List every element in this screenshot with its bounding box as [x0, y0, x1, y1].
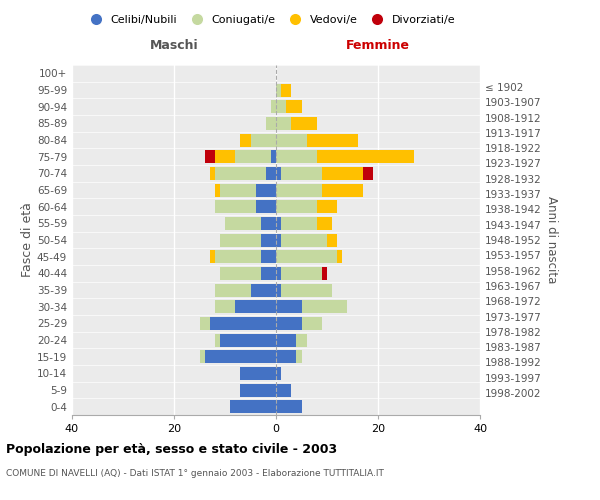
Bar	[302, 317, 322, 330]
Bar	[235, 150, 271, 163]
Bar	[276, 100, 286, 113]
Bar	[281, 84, 292, 96]
Bar	[220, 184, 256, 196]
Bar	[220, 334, 276, 346]
Bar	[276, 284, 281, 296]
Bar	[266, 167, 276, 180]
Bar	[281, 217, 317, 230]
Bar	[276, 184, 322, 196]
Bar	[296, 334, 307, 346]
Bar	[220, 267, 260, 280]
Bar	[276, 200, 317, 213]
Y-axis label: Anni di nascita: Anni di nascita	[545, 196, 558, 284]
Bar	[205, 350, 276, 363]
Bar	[276, 250, 337, 263]
Bar	[276, 317, 302, 330]
Bar	[215, 334, 220, 346]
Bar	[215, 167, 266, 180]
Bar	[276, 384, 292, 396]
Bar	[317, 150, 414, 163]
Bar	[276, 134, 307, 146]
Bar	[220, 234, 260, 246]
Bar	[276, 150, 317, 163]
Bar	[276, 217, 281, 230]
Bar	[276, 400, 302, 413]
Bar	[215, 284, 251, 296]
Bar	[281, 234, 327, 246]
Bar	[240, 367, 276, 380]
Bar	[240, 134, 251, 146]
Bar	[215, 200, 256, 213]
Bar	[322, 267, 327, 280]
Bar	[292, 117, 317, 130]
Bar	[317, 217, 332, 230]
Bar	[276, 334, 296, 346]
Bar	[271, 150, 276, 163]
Bar	[260, 267, 276, 280]
Bar	[210, 250, 215, 263]
Text: Popolazione per età, sesso e stato civile - 2003: Popolazione per età, sesso e stato civil…	[6, 442, 337, 456]
Bar	[260, 217, 276, 230]
Bar	[240, 384, 276, 396]
Bar	[276, 300, 302, 313]
Legend: Celibi/Nubili, Coniugati/e, Vedovi/e, Divorziati/e: Celibi/Nubili, Coniugati/e, Vedovi/e, Di…	[80, 10, 460, 29]
Bar	[256, 184, 276, 196]
Bar	[281, 284, 332, 296]
Bar	[276, 117, 292, 130]
Bar	[210, 317, 276, 330]
Bar	[215, 150, 235, 163]
Bar	[307, 134, 358, 146]
Bar	[215, 300, 235, 313]
Bar	[327, 234, 337, 246]
Bar	[302, 300, 347, 313]
Bar	[256, 200, 276, 213]
Bar	[215, 250, 260, 263]
Bar	[210, 167, 215, 180]
Y-axis label: Fasce di età: Fasce di età	[21, 202, 34, 278]
Bar	[362, 167, 373, 180]
Bar	[322, 167, 362, 180]
Bar	[266, 117, 276, 130]
Bar	[296, 350, 302, 363]
Bar	[281, 267, 322, 280]
Bar	[260, 234, 276, 246]
Bar	[286, 100, 302, 113]
Bar	[225, 217, 260, 230]
Bar	[251, 134, 276, 146]
Bar	[205, 150, 215, 163]
Text: Maschi: Maschi	[149, 38, 199, 52]
Bar	[271, 100, 276, 113]
Bar	[199, 350, 205, 363]
Bar	[276, 234, 281, 246]
Text: Femmine: Femmine	[346, 38, 410, 52]
Bar	[276, 350, 296, 363]
Text: COMUNE DI NAVELLI (AQ) - Dati ISTAT 1° gennaio 2003 - Elaborazione TUTTITALIA.IT: COMUNE DI NAVELLI (AQ) - Dati ISTAT 1° g…	[6, 469, 384, 478]
Bar	[337, 250, 342, 263]
Bar	[276, 267, 281, 280]
Bar	[235, 300, 276, 313]
Bar	[276, 84, 281, 96]
Bar	[251, 284, 276, 296]
Bar	[230, 400, 276, 413]
Bar	[276, 367, 281, 380]
Bar	[260, 250, 276, 263]
Bar	[281, 167, 322, 180]
Bar	[322, 184, 362, 196]
Bar	[215, 184, 220, 196]
Bar	[317, 200, 337, 213]
Bar	[199, 317, 210, 330]
Bar	[276, 167, 281, 180]
